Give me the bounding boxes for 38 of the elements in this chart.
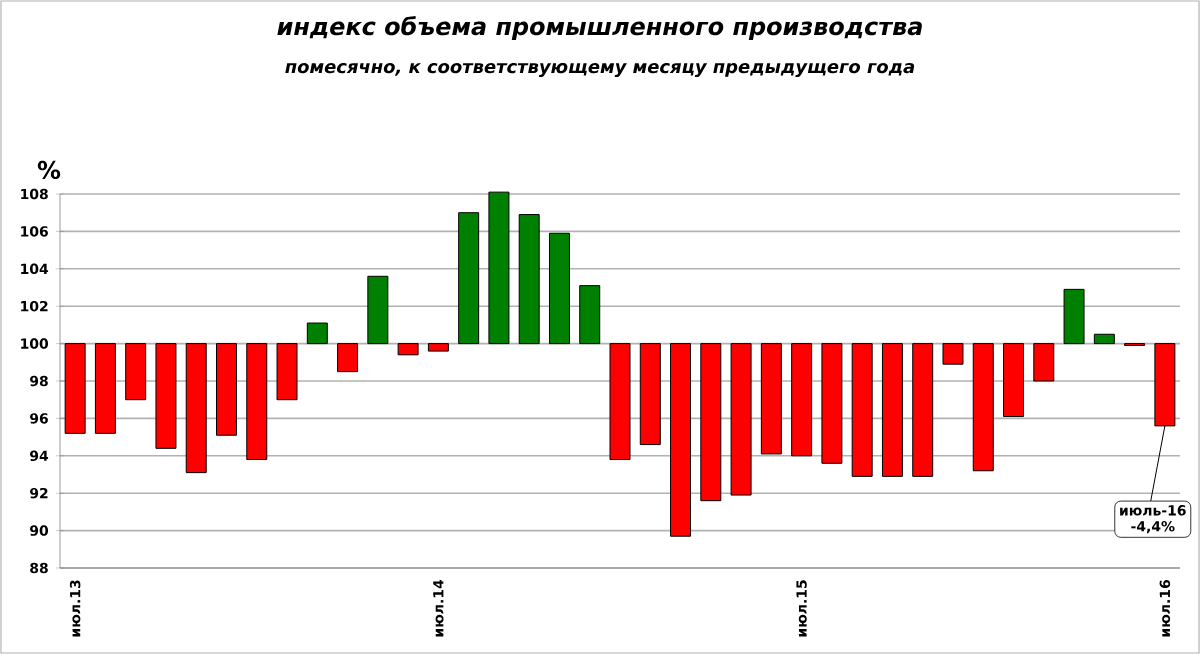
bar (185, 343, 207, 474)
bar (760, 343, 782, 455)
chart-title: индекс объема промышленного производства (277, 16, 922, 40)
bar (306, 322, 328, 345)
bar (821, 343, 843, 464)
y-axis-title: % (37, 160, 61, 179)
bar (427, 343, 449, 352)
bar (337, 343, 359, 373)
chart-subtitle: помесячно, к соответствующему месяцу предыдущего года (285, 63, 915, 77)
bar (942, 343, 964, 365)
bar (397, 343, 419, 356)
bar (518, 214, 540, 345)
bar (94, 343, 116, 434)
bar (670, 343, 692, 537)
bar (548, 232, 570, 345)
bar (639, 343, 661, 446)
bar (730, 343, 752, 496)
bar (276, 343, 298, 401)
bar (367, 275, 389, 345)
bar (1063, 288, 1085, 345)
bar (125, 343, 147, 401)
bar (488, 191, 510, 345)
bar (1003, 343, 1025, 418)
bar (700, 343, 722, 502)
bar (579, 285, 601, 345)
bar (1033, 343, 1055, 382)
bar (458, 212, 480, 345)
bar (851, 343, 873, 477)
bar (64, 343, 86, 434)
bar (246, 343, 268, 461)
bar (216, 343, 237, 436)
bar (791, 343, 813, 457)
bar (609, 343, 631, 461)
bar (972, 343, 994, 472)
bar (881, 343, 903, 477)
bar (912, 343, 934, 477)
bar (1093, 333, 1115, 345)
bar (155, 343, 177, 449)
